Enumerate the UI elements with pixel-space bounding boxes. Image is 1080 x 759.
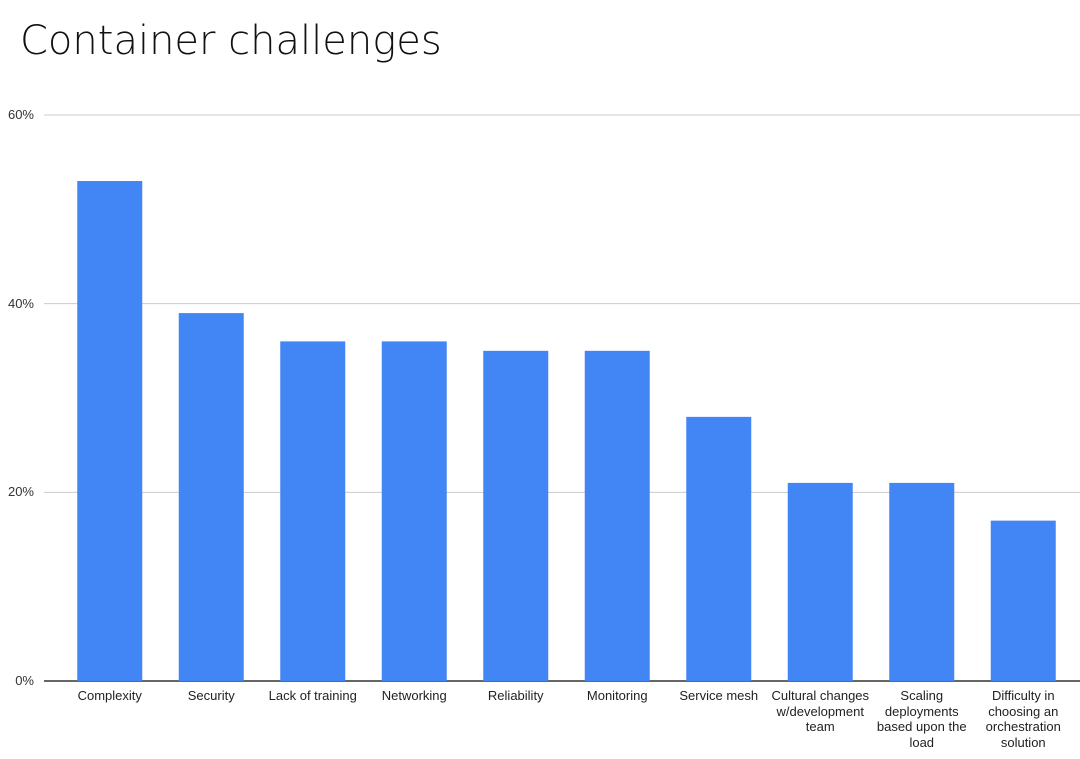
bar [483,350,549,681]
x-tick-label: Service mesh [679,688,759,703]
y-tick-label: 60% [7,107,34,122]
bar [178,313,244,681]
bar [77,181,143,682]
x-tick-label: Complexity [77,688,142,703]
x-tick-label: Scaling deployments based upon the load [876,688,967,750]
x-tick-label: Security [187,688,235,703]
x-tick-label: Cultural changes w/development team [771,688,870,734]
bar [381,341,447,681]
y-tick-label: 20% [7,484,34,500]
y-tick-label: 40% [7,295,34,311]
x-tick-label: Difficulty in choosing an orchestration … [985,688,1061,750]
x-tick-label: Monitoring [586,688,648,703]
x-tick-label: Reliability [487,688,544,703]
chart-title: Container challenges [20,18,442,64]
bar [584,350,650,681]
bar [686,416,752,681]
bar [787,482,853,681]
bar [280,341,346,681]
bar [990,520,1056,681]
x-tick-label: Lack of training [268,688,357,703]
bar [889,482,955,681]
y-tick-label: 0% [15,673,34,688]
x-tick-label: Networking [381,688,447,703]
